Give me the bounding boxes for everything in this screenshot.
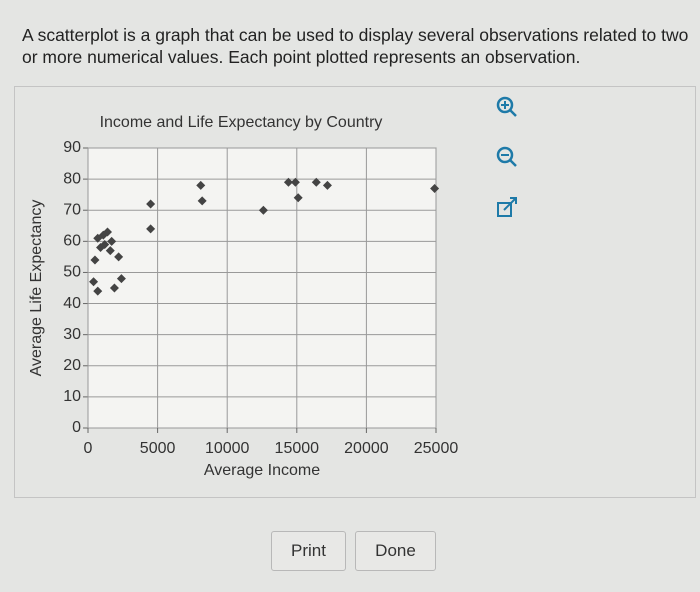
x-tick-label: 25000 xyxy=(414,440,459,457)
y-tick-label: 20 xyxy=(63,357,81,374)
x-tick-label: 10000 xyxy=(205,440,250,457)
data-point xyxy=(100,239,110,249)
data-point xyxy=(102,227,112,237)
data-point xyxy=(290,177,300,187)
data-point xyxy=(105,246,115,256)
x-tick-label: 15000 xyxy=(275,440,320,457)
y-tick-label: 80 xyxy=(63,170,81,187)
zoom-in-icon[interactable] xyxy=(496,96,517,117)
zoom-out-icon[interactable] xyxy=(496,146,517,167)
popout-icon[interactable] xyxy=(497,197,517,217)
y-tick-label: 70 xyxy=(63,201,81,218)
prompt-text: A scatterplot is a graph that can be use… xyxy=(22,25,689,67)
data-point xyxy=(107,236,117,246)
chart-title: Income and Life Expectancy by Country xyxy=(100,114,383,131)
data-point xyxy=(90,255,100,265)
done-button[interactable]: Done xyxy=(355,531,436,571)
x-tick-label: 20000 xyxy=(344,440,389,457)
y-tick-label: 0 xyxy=(72,419,81,436)
data-point xyxy=(430,183,440,193)
data-point xyxy=(196,180,206,190)
data-point xyxy=(146,199,156,209)
y-tick-label: 30 xyxy=(63,326,81,343)
data-point xyxy=(258,205,268,215)
data-point xyxy=(197,196,207,206)
data-point xyxy=(283,177,293,187)
data-point xyxy=(89,277,99,287)
y-axis-label: Average Life Expectancy xyxy=(28,200,45,377)
data-point xyxy=(116,274,126,284)
y-tick-label: 60 xyxy=(63,233,81,250)
data-point xyxy=(114,252,124,262)
data-point xyxy=(322,180,332,190)
data-point xyxy=(293,193,303,203)
y-tick-label: 10 xyxy=(63,388,81,405)
data-point xyxy=(146,224,156,234)
x-tick-label: 5000 xyxy=(140,440,176,457)
x-tick-label: 0 xyxy=(84,440,93,457)
data-point xyxy=(93,286,103,296)
y-tick-label: 40 xyxy=(63,295,81,312)
data-point xyxy=(311,177,321,187)
panel xyxy=(14,86,696,498)
y-tick-label: 50 xyxy=(63,264,81,281)
plot-area xyxy=(87,147,437,429)
y-tick-label: 90 xyxy=(63,139,81,156)
x-axis-label: Average Income xyxy=(204,462,320,479)
data-point xyxy=(109,283,119,293)
chart: Income and Life Expectancy by Country Av… xyxy=(28,96,517,479)
print-button[interactable]: Print xyxy=(271,531,346,571)
